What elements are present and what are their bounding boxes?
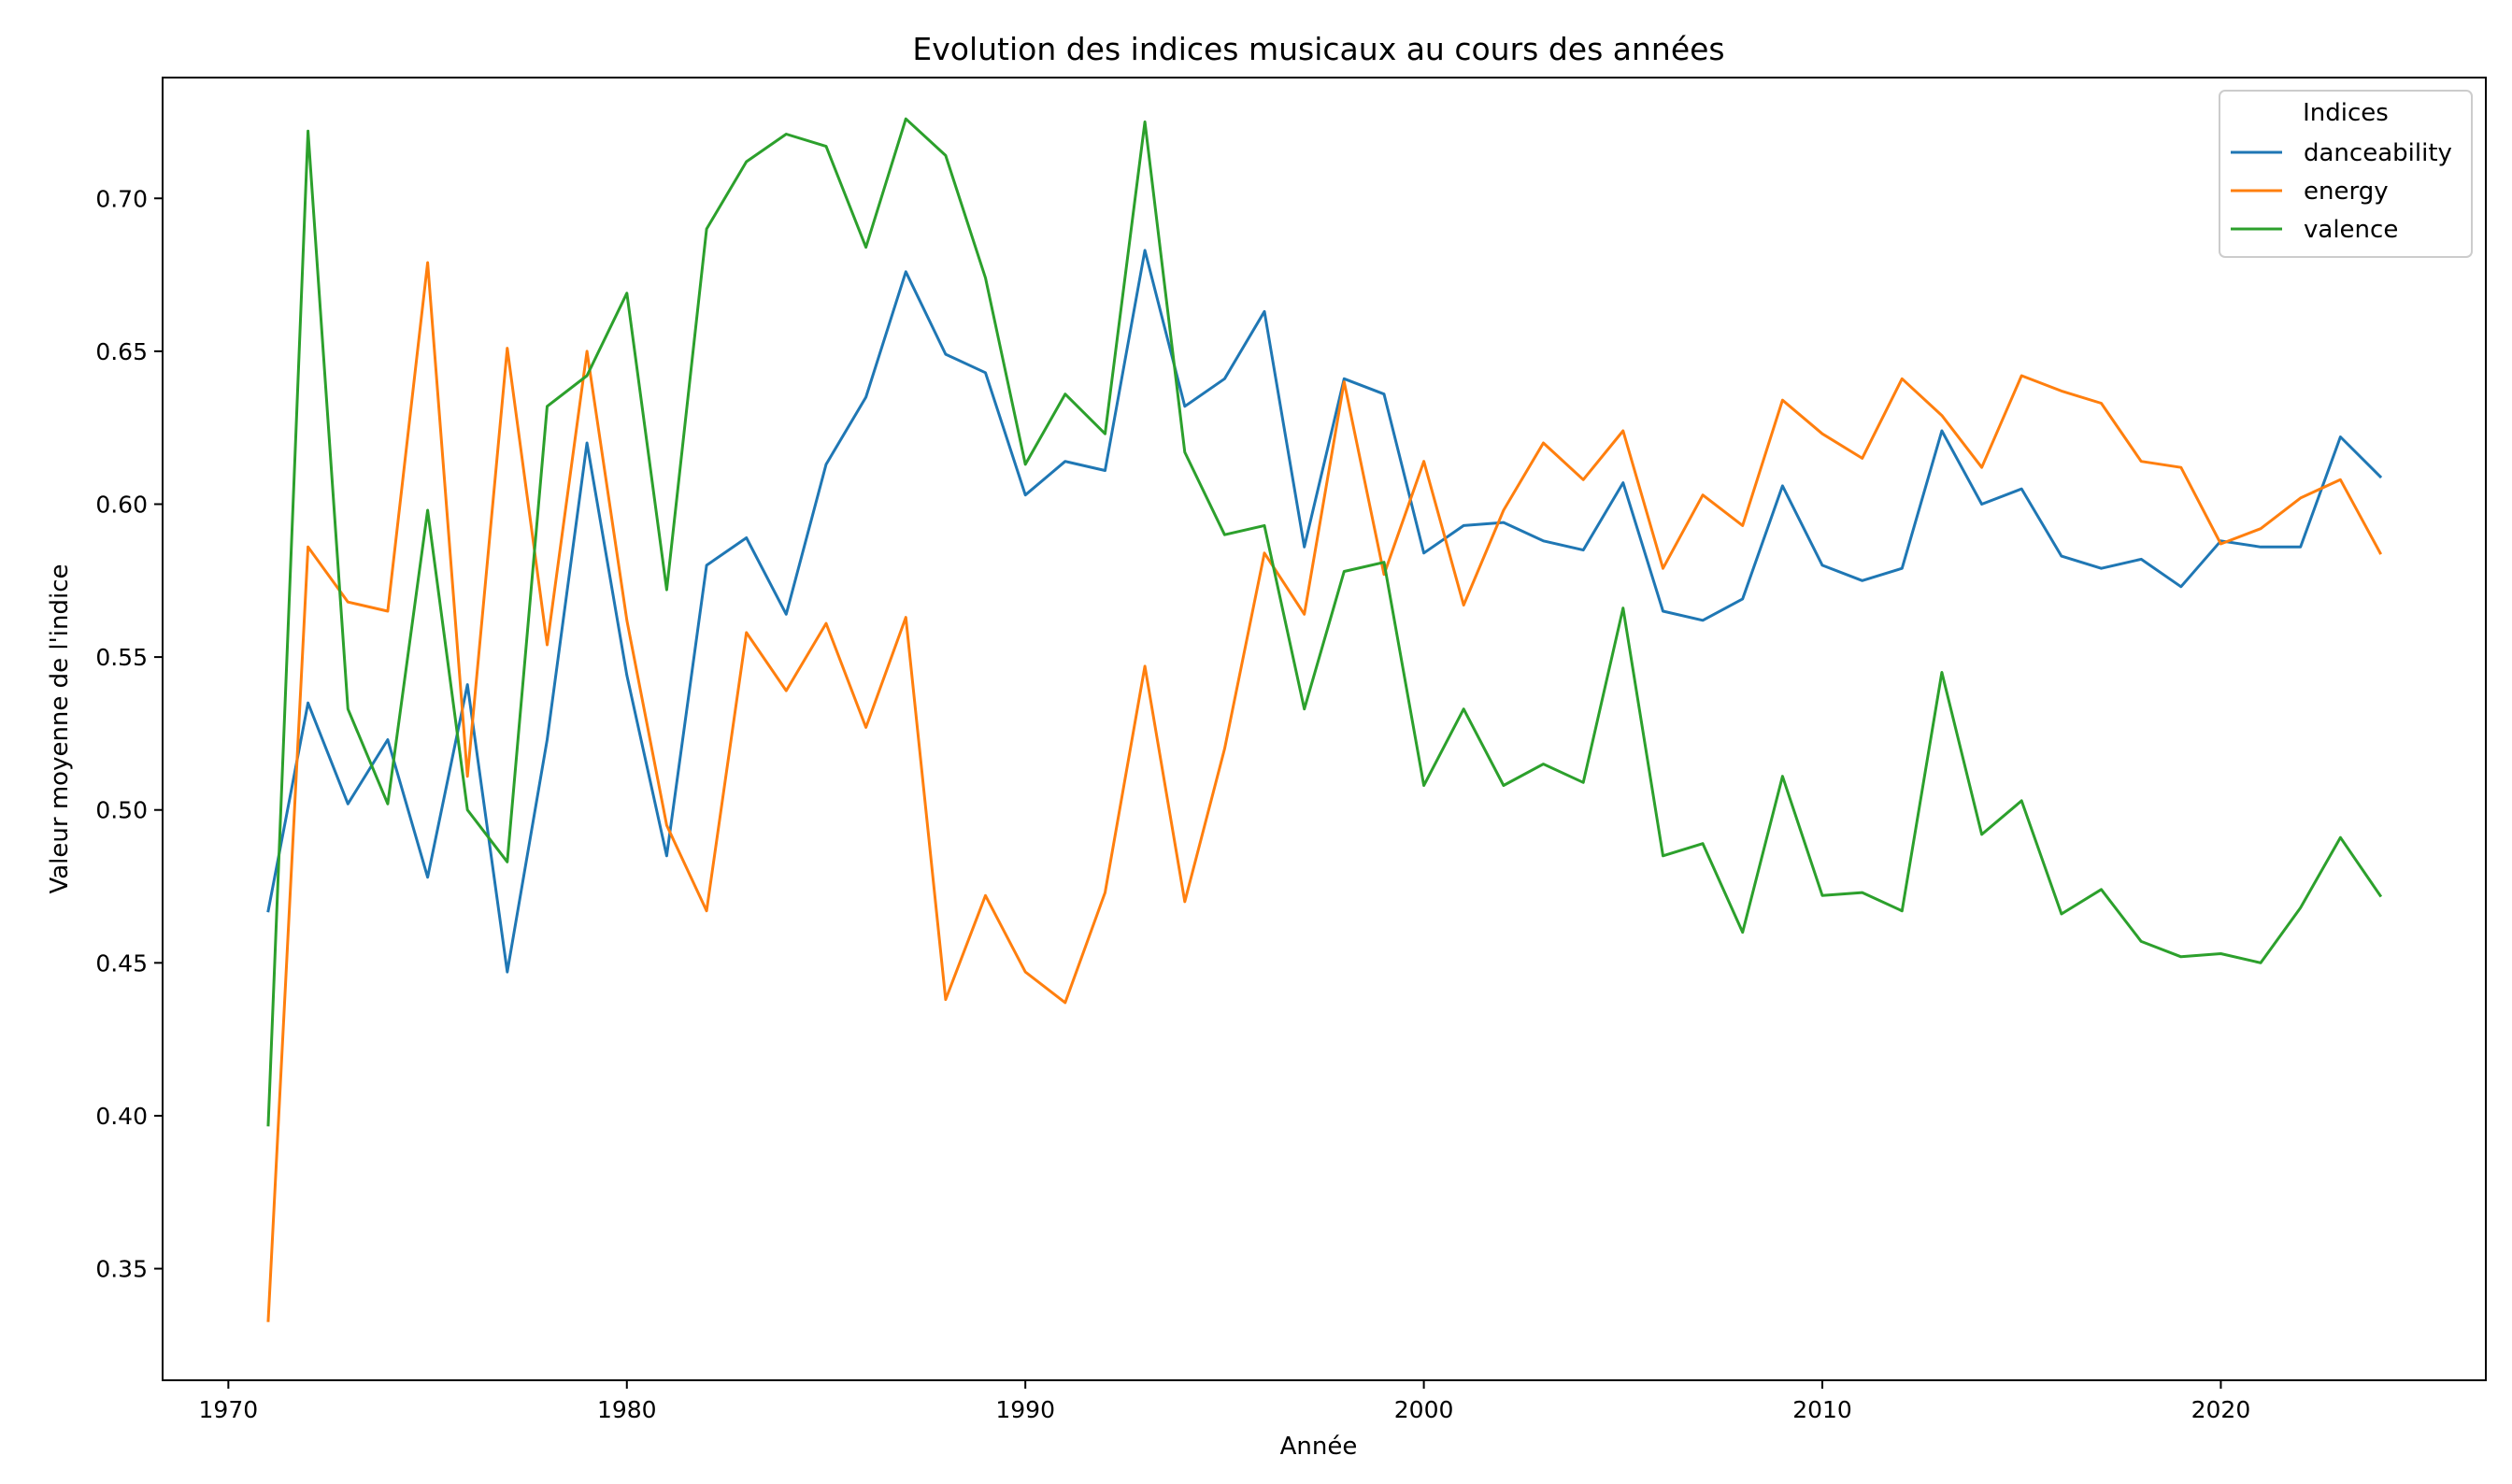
legend-item-valence: valence: [2231, 216, 2398, 244]
y-tick-label: 0.70: [95, 185, 148, 212]
y-tick-label: 0.35: [95, 1256, 148, 1283]
x-tick-label: 1980: [597, 1396, 657, 1423]
y-axis-label: Valeur moyenne de l'indice: [46, 564, 74, 893]
x-tick-label: 2010: [1792, 1396, 1852, 1423]
series-line-energy: [266, 261, 2383, 1322]
legend-item-danceability: danceability: [2231, 139, 2452, 167]
y-tick-label: 0.65: [95, 338, 148, 365]
y-tick-label: 0.55: [95, 644, 148, 671]
y-tick-label: 0.45: [95, 949, 148, 977]
series-line-valence: [266, 117, 2383, 1127]
x-tick-label: 1970: [199, 1396, 259, 1423]
legend-item-energy: energy: [2231, 178, 2389, 206]
legend: Indices danceability energy valence: [2219, 90, 2473, 258]
legend-label-energy: energy: [2304, 178, 2389, 206]
legend-box: [2219, 90, 2473, 258]
legend-title: Indices: [2303, 99, 2389, 127]
plot-area-frame: [162, 77, 2487, 1381]
y-tick-label: 0.40: [95, 1103, 148, 1130]
x-tick-label: 2000: [1394, 1396, 1454, 1423]
series-line-danceability: [266, 249, 2383, 974]
x-axis-ticks: 1970 1980 1990 2000 2010 2020: [199, 1380, 2251, 1423]
chart-title: Evolution des indices musicaux au cours …: [912, 31, 1724, 67]
x-tick-label: 1990: [995, 1396, 1055, 1423]
plot-lines: [266, 117, 2383, 1322]
y-tick-label: 0.60: [95, 491, 148, 518]
y-axis-ticks: 0.35 0.40 0.45 0.50 0.55 0.60 0.65 0.70: [95, 185, 163, 1283]
x-axis-label: Année: [1280, 1433, 1358, 1461]
legend-label-valence: valence: [2304, 216, 2398, 244]
legend-label-danceability: danceability: [2304, 139, 2452, 167]
x-tick-label: 2020: [2191, 1396, 2251, 1423]
y-tick-label: 0.50: [95, 797, 148, 824]
